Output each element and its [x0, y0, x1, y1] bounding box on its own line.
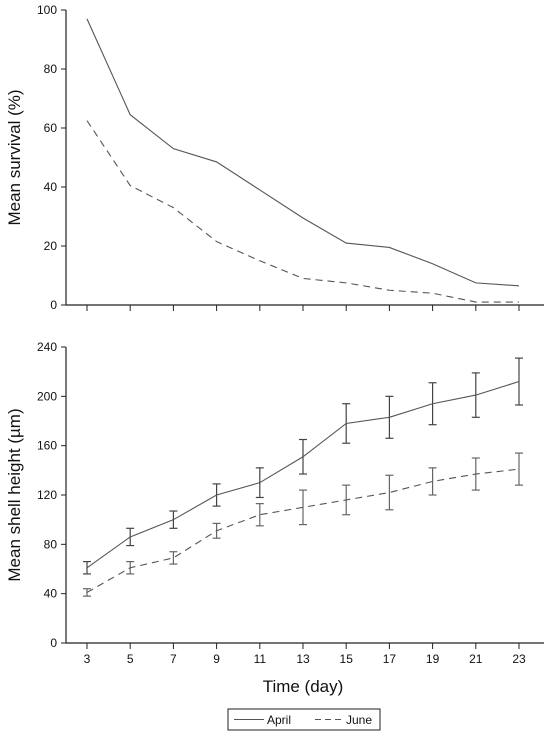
- shell-height-x-axis-title: Time (day): [263, 677, 344, 696]
- shell-height-x-tick-label: 19: [426, 652, 440, 666]
- legend-label-june: June: [346, 713, 372, 727]
- shell-height-x-tick-label: 13: [296, 652, 310, 666]
- shell-height-panel: 0 40 80 120 160 200 240 3 5 7 9 11 13 15 17 19 21 23 Mean …: [5, 340, 544, 696]
- shell-height-y-tick-label: 240: [37, 340, 57, 354]
- shell-height-y-tick-label: 40: [44, 587, 58, 601]
- survival-y-tick-label: 20: [44, 239, 58, 253]
- shell-height-y-tick-label: 80: [44, 537, 58, 551]
- shell-height-x-tick-label: 17: [383, 652, 397, 666]
- survival-y-tick-label: 0: [50, 298, 57, 312]
- shell-height-x-tick-label: 21: [469, 652, 483, 666]
- shell-height-y-axis-title: Mean shell height (µm): [5, 408, 24, 581]
- survival-series-april: [86, 18, 520, 287]
- shell-height-x-tick-label: 9: [213, 652, 220, 666]
- survival-y-tick-label: 80: [44, 62, 58, 76]
- shell-height-y-tick-label: 160: [37, 439, 57, 453]
- shell-height-y-tick-label: 200: [37, 389, 57, 403]
- survival-panel: 0 20 40 60 80 100 Mean survival (%): [5, 3, 544, 312]
- legend: April June: [227, 708, 381, 731]
- shell-height-x-tick-label: 15: [340, 652, 354, 666]
- shell-height-y-tick-label: 0: [50, 636, 57, 650]
- survival-y-axis-title: Mean survival (%): [5, 89, 24, 225]
- shell-height-x-tick-label: 23: [512, 652, 526, 666]
- survival-series-june: [86, 120, 519, 303]
- shell-height-x-tick-label: 7: [170, 652, 177, 666]
- survival-y-tick-label: 40: [44, 180, 58, 194]
- shell-height-y-tick-label: 120: [37, 488, 57, 502]
- shell-height-x-tick-label: 5: [127, 652, 134, 666]
- shell-height-x-tick-label: 3: [84, 652, 91, 666]
- legend-label-april: April: [267, 713, 291, 727]
- survival-y-tick-label: 100: [37, 3, 57, 17]
- shell-height-series-june: [86, 468, 520, 593]
- survival-y-tick-label: 60: [44, 121, 58, 135]
- shell-height-series-april: [86, 381, 520, 569]
- legend-box: [227, 708, 381, 731]
- shell-height-x-tick-label: 11: [254, 652, 267, 666]
